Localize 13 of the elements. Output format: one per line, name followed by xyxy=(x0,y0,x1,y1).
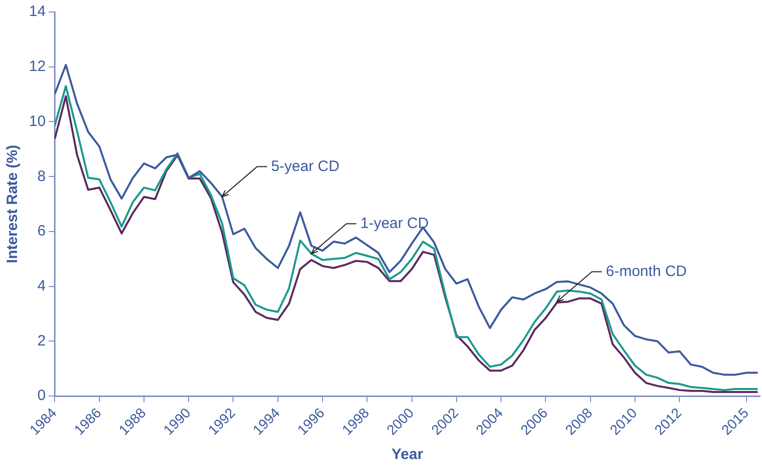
x-axis-title: Year xyxy=(391,446,424,464)
y-axis-title: Interest Rate (%) xyxy=(4,144,22,264)
y-tick-label: 12 xyxy=(28,58,46,76)
y-tick-label: 10 xyxy=(28,112,46,130)
y-tick-label: 4 xyxy=(37,277,46,294)
y-tick-label: 8 xyxy=(37,168,46,185)
y-tick-label: 2 xyxy=(37,332,46,350)
y-tick-label: 0 xyxy=(37,387,46,404)
annotation: 5-year CD xyxy=(271,158,340,175)
y-tick-label: 14 xyxy=(28,3,46,20)
annotation: 1-year CD xyxy=(360,214,429,232)
annotation: 6-month CD xyxy=(606,262,687,280)
y-tick-label: 6 xyxy=(37,222,46,240)
